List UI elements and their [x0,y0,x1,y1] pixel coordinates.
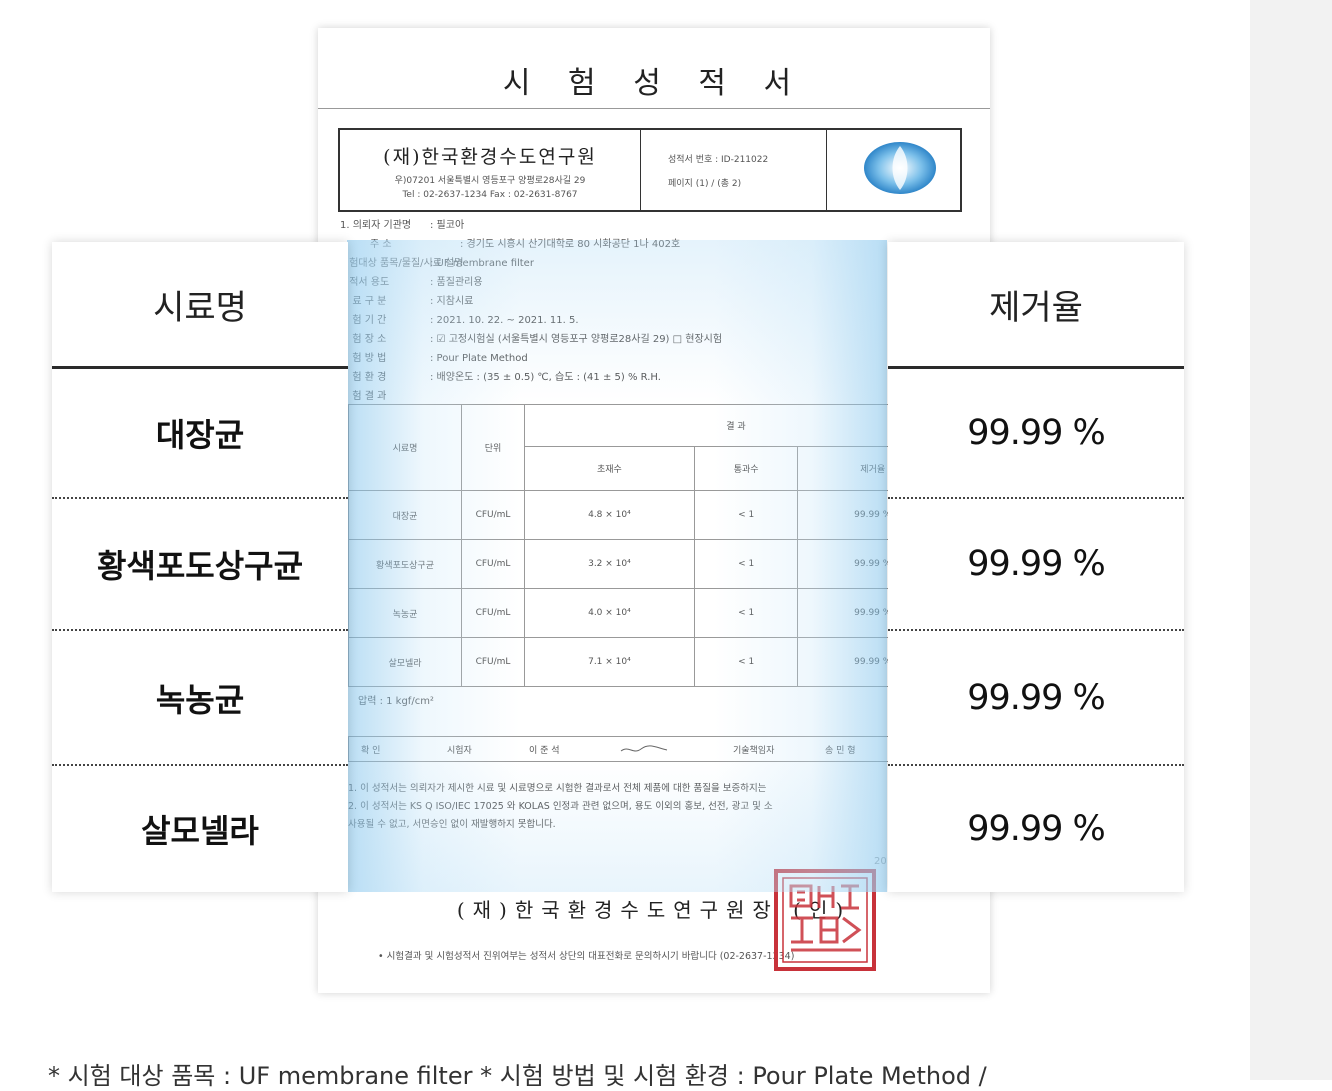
institution-logo-icon [864,142,936,194]
pressure-note: 압력 : 1 kgf/cm² [358,696,434,707]
table-row: 대장균 CFU/mL 4.8 × 10⁴ < 1 99.99 % [348,490,948,540]
director-signature-line: (재)한국환경수도연구원장 (인) [456,898,852,922]
info-value: : 지참시료 [430,296,474,307]
info-label: 시 험 장 소 [340,334,387,345]
info-label: 주 소 [370,239,392,250]
right-gutter [1250,0,1332,1080]
manager-name: 송 민 형 [825,746,856,756]
table-row: 녹농균 CFU/mL 4.0 × 10⁴ < 1 99.99 % [348,588,948,638]
certificate-number: 성적서 번호 : ID-211022 [668,155,769,165]
table-header-unit: 단위 [461,404,525,491]
info-value: : 배양온도 : (35 ± 0.5) ℃, 습도 : (41 ± 5) % R… [430,372,661,383]
info-label: 시 료 구 분 [340,296,387,307]
note-line: 사용될 수 없고, 서면승인 없이 재발행하지 못합니다. [348,819,556,830]
certificate-title: 시 험 성 적 서 [502,66,806,101]
table-row: 황색포도상구균 CFU/mL 3.2 × 10⁴ < 1 99.99 % [348,539,948,589]
table-cell-passed: < 1 [693,588,799,638]
info-line: 1. 의뢰자 기관명 : 필코아 [340,216,980,235]
info-line: 시험대상 품목/물질/시료 설명: UF membrane filter [340,254,980,273]
table-cell-name: 살모넬라 [348,637,462,687]
info-line: 시 험 환 경 : 배양온도 : (35 ± 0.5) ℃, 습도 : (41 ±… [340,368,980,387]
removal-rate-header: 제거율 [888,242,1184,369]
note-line: 1. 이 성적서는 의뢰자가 제시한 시료 및 시료명으로 시험한 결과로서 전… [348,783,767,794]
tester-label: 시험자 [447,746,472,756]
info-line: 시 험 기 간 : 2021. 10. 22. ~ 2021. 11. 5. [340,311,980,330]
info-label: 시험대상 품목/물질/시료 설명 [340,258,464,269]
official-seal-icon [774,869,876,971]
table-cell-unit: CFU/mL [461,539,525,589]
sample-row: 대장균 [52,369,348,499]
removal-rate-row: 99.99 % [888,369,1184,499]
info-value: : UF membrane filter [430,258,534,269]
institution-block: (재)한국환경수도연구원 우)07201 서울특별시 영등포구 양평로28사길 … [340,130,641,210]
info-value: : 경기도 시흥시 산기대학로 80 시화공단 1나 402호 [460,239,681,250]
table-cell-passed: < 1 [693,490,799,540]
note-line: 2. 이 성적서는 KS Q ISO/IEC 17025 와 KOLAS 인정과… [348,801,773,812]
sample-name-panel: 시료명 대장균 황색포도상구균 녹농균 살모넬라 [52,242,348,892]
table-row: 살모넬라 CFU/mL 7.1 × 10⁴ < 1 99.99 % [348,637,948,687]
info-value: : 필코아 [430,220,465,231]
info-line: 주 소 : 경기도 시흥시 산기대학로 80 시화공단 1나 402호 [340,235,980,254]
manager-label: 기술책임자 [733,746,775,756]
table-cell-name: 황색포도상구균 [348,539,462,589]
table-header-result: 결 과 [524,404,948,447]
table-cell-initial: 4.0 × 10⁴ [524,588,695,638]
confirm-label: 확 인 [361,746,381,756]
table-cell-initial: 7.1 × 10⁴ [524,637,695,687]
institution-tel: Tel : 02-2637-1234 Fax : 02-2631-8767 [402,190,578,200]
title-divider [318,108,990,109]
confirmation-row: 확 인 시험자 이 준 석 기술책임자 송 민 형 [348,736,950,762]
institution-name: (재)한국환경수도연구원 [383,146,597,168]
result-table: 시료명 단위 결 과 초재수 통과수 제거율 대장균 CFU/mL 4.8 × 10… [348,404,948,687]
removal-rate-panel: 제거율 99.99 % 99.99 % 99.99 % 99.99 % [888,242,1184,892]
sample-name-header: 시료명 [52,242,348,369]
institution-address: 우)07201 서울특별시 영등포구 양평로28사길 29 [394,176,586,186]
info-label: 1. 의뢰자 기관명 [340,220,412,231]
verification-note: • 시험결과 및 시험성적서 진위여부는 성적서 상단의 대표전화로 문의하시기… [378,951,795,962]
certificate-meta: 성적서 번호 : ID-211022 페이지 (1) / (총 2) [640,130,827,210]
table-cell-name: 대장균 [348,490,462,540]
table-cell-unit: CFU/mL [461,588,525,638]
info-label: 시 험 방 법 [340,353,387,364]
removal-rate-row: 99.99 % [967,809,1106,849]
table-header-sample: 시료명 [348,404,462,491]
table-cell-initial: 4.8 × 10⁴ [524,490,695,540]
sample-row: 녹농균 [52,631,348,766]
tester-signature-icon [620,745,668,752]
info-line: 성적서 용도 : 품질관리용 [340,273,980,292]
bottom-test-note: * 시험 대상 품목 : UF membrane filter * 시험 방법 … [48,1062,987,1090]
certificate-page: 페이지 (1) / (총 2) [668,179,742,189]
info-value: : Pour Plate Method [430,353,528,364]
table-cell-passed: < 1 [693,539,799,589]
info-value: : 품질관리용 [430,277,483,288]
info-value: : 2021. 10. 22. ~ 2021. 11. 5. [430,315,579,326]
sample-row: 황색포도상구균 [52,499,348,631]
issue-year: 20 [874,856,887,867]
removal-rate-row: 99.99 % [888,631,1184,766]
certificate-notes: 1. 이 성적서는 의뢰자가 제시한 시료 및 시료명으로 시험한 결과로서 전… [348,780,948,834]
sample-row: 살모넬라 [141,812,259,850]
info-value: : ☑ 고정시험실 (서울특별시 영등포구 양평로28사길 29) □ 현장시험 [430,334,723,345]
info-label: 성적서 용도 [340,277,390,288]
table-header-initial: 초재수 [524,446,695,491]
tester-name: 이 준 석 [529,746,560,756]
info-label: 시 험 기 간 [340,315,387,326]
table-cell-passed: < 1 [693,637,799,687]
table-cell-name: 녹농균 [348,588,462,638]
removal-rate-row: 99.99 % [888,499,1184,631]
info-line: 시 험 방 법 : Pour Plate Method [340,349,980,368]
table-cell-unit: CFU/mL [461,490,525,540]
info-line: 시 험 장 소 : ☑ 고정시험실 (서울특별시 영등포구 양평로28사길 29)… [340,330,980,349]
info-line: 시 료 구 분 : 지참시료 [340,292,980,311]
info-label: 시 험 환 경 [340,372,387,383]
table-cell-unit: CFU/mL [461,637,525,687]
institution-header: (재)한국환경수도연구원 우)07201 서울특별시 영등포구 양평로28사길 … [338,128,962,212]
table-header-passed: 통과수 [693,446,799,491]
table-cell-initial: 3.2 × 10⁴ [524,539,695,589]
